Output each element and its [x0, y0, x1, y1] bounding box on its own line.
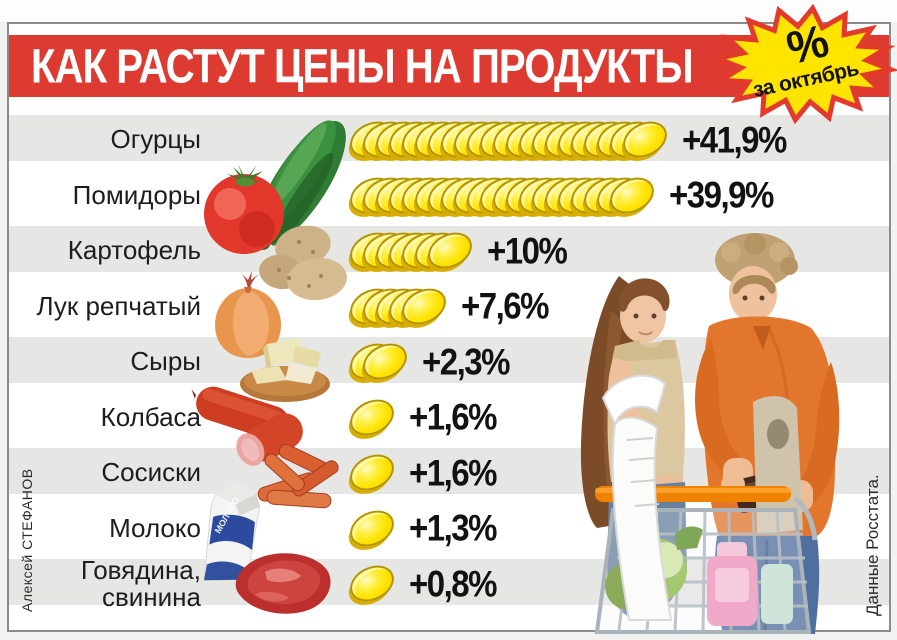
row-tomatoes: Помидоры +39,9%	[9, 168, 889, 224]
product-label: Сыры	[130, 346, 201, 377]
price-change-value: +10%	[487, 229, 568, 271]
price-change-value: +1,6%	[409, 395, 498, 438]
price-change-value: +2,3%	[422, 340, 511, 382]
page-title: КАК РАСТУТ ЦЕНЫ НА ПРОДУКТЫ	[31, 38, 694, 93]
price-change-value: +39,9%	[669, 173, 774, 216]
coin-stack	[344, 170, 660, 221]
coin-icon	[344, 392, 400, 443]
product-label: Говядина, свинина	[80, 555, 201, 612]
product-label: Молоко	[109, 512, 201, 543]
coin-stack	[344, 558, 400, 609]
poster-frame: КАК РАСТУТ ЦЕНЫ НА ПРОДУКТЫ % за октябрь…	[7, 3, 897, 634]
photo-couple-with-cart	[580, 233, 840, 634]
product-label: Лук репчатый	[36, 290, 201, 321]
price-change-value: +41,9%	[682, 118, 787, 160]
product-label: Сосиски	[101, 457, 201, 488]
starburst-icon	[708, 3, 897, 125]
product-label: Огурцы	[110, 124, 201, 155]
row-sausage: Колбаса +1,6%	[9, 390, 889, 446]
october-badge: % за октябрь	[708, 3, 897, 125]
coin-stack	[344, 447, 400, 498]
coin-stack	[344, 336, 413, 387]
price-change-value: +7,6%	[461, 284, 550, 327]
product-label: Картофель	[67, 235, 201, 266]
coin-stack	[344, 225, 478, 276]
source-credit: Данные Росстата.	[863, 474, 882, 616]
product-label: Помидоры	[72, 179, 201, 210]
product-label: Колбаса	[100, 401, 201, 432]
coin-stack	[344, 503, 400, 554]
price-change-value: +0,8%	[409, 562, 498, 604]
coin-icon	[344, 503, 400, 554]
row-cucumbers: Огурцы +41,9%	[9, 112, 889, 168]
photographer-credit: Алексей СТЕФАНОВ	[19, 468, 35, 612]
coin-stack	[344, 392, 400, 443]
price-change-value: +1,6%	[409, 451, 498, 493]
coin-stack	[344, 281, 452, 332]
price-change-value: +1,3%	[409, 506, 498, 549]
coin-stack	[344, 114, 673, 165]
top-margin	[0, 0, 897, 22]
row-milk: Молоко +1,3%	[9, 501, 889, 557]
row-onions: Лук репчатый +7,6%	[9, 279, 889, 335]
